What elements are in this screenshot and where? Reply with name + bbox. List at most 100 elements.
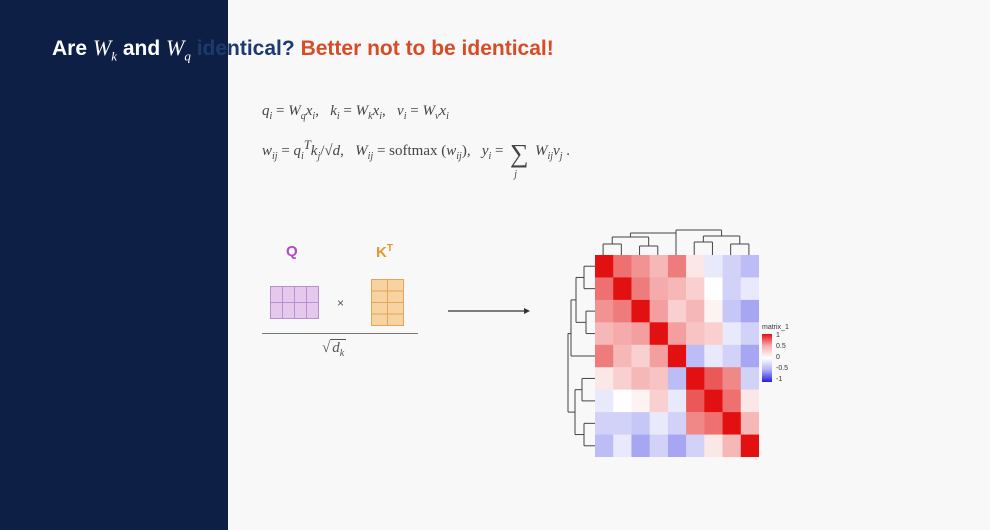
sidebar-panel [0, 0, 228, 530]
heatmap-cell [613, 344, 632, 368]
heatmap-cell [686, 434, 705, 457]
title-wq: Wq [166, 35, 191, 64]
heatmap-cell [686, 277, 705, 301]
heatmap-cell [613, 412, 632, 435]
heatmap-cell [686, 344, 705, 368]
heatmap-cell [722, 255, 742, 278]
heatmap-cell [595, 322, 614, 346]
legend-tick: -1 [776, 376, 783, 383]
row-dendrogram [567, 265, 595, 447]
heatmap-cell [613, 367, 632, 390]
heatmap-cell [649, 255, 669, 278]
heatmap-cell [631, 434, 650, 457]
legend-tick: 0.5 [776, 343, 786, 350]
heatmap-cell [649, 344, 669, 368]
equation-attention: wij = qiTkj/√d, Wij = softmax (wij), yi … [262, 138, 571, 180]
heatmap-cell [613, 299, 632, 323]
heatmap-cell [704, 277, 723, 301]
heatmap-cell [667, 412, 687, 435]
heatmap-cell [631, 344, 650, 368]
heatmap-cell [686, 412, 705, 435]
heatmap-cell [722, 367, 742, 390]
heatmap-cell [631, 322, 650, 346]
sqrt-dk-denominator: √ dk [322, 339, 347, 359]
heatmap-cell [649, 412, 669, 435]
heatmap-cell [667, 277, 687, 301]
heatmap-cell [740, 277, 759, 301]
heatmap-cell [649, 367, 669, 390]
equation-qkv: qi = Wqxi, ki = Wkxi, vi = Wvxi [262, 103, 449, 122]
column-dendrogram [602, 229, 750, 255]
heatmap-cell [613, 277, 632, 301]
legend-title: matrix_1 [762, 324, 789, 331]
title-wk: Wk [92, 35, 117, 64]
heatmap-cell [613, 389, 632, 413]
heatmap-cell [704, 389, 723, 413]
heatmap-cell [740, 344, 759, 368]
heatmap-cell [740, 255, 759, 278]
title-highlight: Better not to be identical! [300, 37, 554, 60]
heatmap-cell [667, 344, 687, 368]
heatmap-cell [704, 344, 723, 368]
legend-tick: 1 [776, 332, 780, 339]
heatmap-cell [613, 322, 632, 346]
heatmap-cell [595, 434, 614, 457]
heatmap-cell [722, 277, 742, 301]
heatmap-cell [686, 389, 705, 413]
heatmap-cell [631, 389, 650, 413]
heatmap-cell [595, 255, 614, 278]
heatmap-cell [704, 412, 723, 435]
heatmap-cell [740, 412, 759, 435]
heatmap-cell [722, 344, 742, 368]
heatmap-cell [740, 299, 759, 323]
heatmap-cell [686, 255, 705, 278]
heatmap-cell [595, 299, 614, 323]
heatmap-cell [686, 322, 705, 346]
title-part-and: and [122, 37, 161, 60]
heatmap-cell [631, 412, 650, 435]
heatmap-cell [631, 277, 650, 301]
heatmap-cell [722, 412, 742, 435]
k-transpose-label: KT [376, 243, 393, 261]
heatmap-cell [704, 299, 723, 323]
heatmap-cell [686, 367, 705, 390]
title-part-identical: identical? [196, 37, 295, 60]
legend-tick: 0 [776, 354, 780, 361]
title-part-are: Are [52, 37, 88, 60]
heatmap-cell [631, 367, 650, 390]
heatmap-cell [667, 434, 687, 457]
slide-title: Are Wk and Wq identical? Better not to b… [52, 30, 554, 66]
heatmap-cell [667, 255, 687, 278]
heatmap-cell [631, 299, 650, 323]
heatmap-cell [595, 367, 614, 390]
heatmap-cell [649, 277, 669, 301]
heatmap-cell [704, 255, 723, 278]
heatmap-cell [686, 299, 705, 323]
heatmap-cell [631, 255, 650, 278]
heatmap-cell [667, 367, 687, 390]
heatmap-cell [722, 434, 742, 457]
heatmap-cell [595, 389, 614, 413]
arrow-right-icon [448, 308, 530, 314]
heatmap-cell [595, 412, 614, 435]
heatmap-cell [667, 299, 687, 323]
heatmap-cell [722, 389, 742, 413]
heatmap-cell [740, 322, 759, 346]
heatmap-cell [740, 434, 759, 457]
fraction-bar [262, 333, 418, 334]
correlation-heatmap [595, 255, 759, 457]
heatmap-cell [740, 367, 759, 390]
heatmap-cell [722, 322, 742, 346]
heatmap-cell [595, 344, 614, 368]
heatmap-cell [595, 277, 614, 301]
heatmap-cell [613, 255, 632, 278]
legend-tick: -0.5 [776, 365, 789, 372]
heatmap-cell [704, 367, 723, 390]
heatmap-cell [649, 434, 669, 457]
heatmap-cell [740, 389, 759, 413]
q-label: Q [286, 243, 298, 260]
heatmap-cell [667, 389, 687, 413]
heatmap-cell [649, 322, 669, 346]
heatmap-cell [704, 322, 723, 346]
heatmap-cell [649, 389, 669, 413]
